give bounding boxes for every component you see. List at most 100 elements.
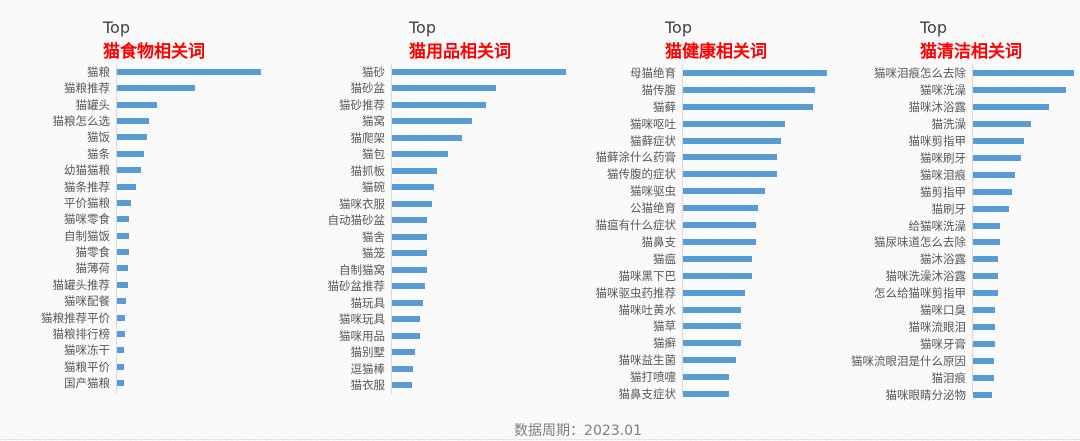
chart-1: Top 猫食物相关词 猫粮 猫粮推荐 猫罐头 猫粮怎么选 猫饭 猫条 幼猫猫粮 猫条推荐 平价猫粮猫… [41,18,261,394]
category-label: 猫咪眼睛分泌物 [885,388,967,402]
chart-title: Top 猫食物相关词 [103,18,205,62]
category-label: 猫传腹的症状 [607,167,676,182]
bar [683,306,741,313]
bar [683,171,777,178]
bar [683,238,757,245]
bar [973,290,999,297]
category-label: 猫舍 [362,229,385,244]
category-label: 猫洗澡 [931,116,967,131]
category-label: 猫碗 [362,180,385,195]
bar [117,330,126,337]
category-label: 猫罐头 [75,97,111,112]
bar [973,154,1022,161]
category-label: 猫咪黑下巴 [618,268,677,283]
category-label: 怎么给猫咪剪指甲 [874,286,966,301]
category-label: 猫藓症状 [630,133,676,148]
category-label: 自制猫窝 [339,262,385,277]
category-label: 猫咪用品 [339,328,385,343]
bar [683,205,758,212]
category-label: 猫衣服 [350,378,386,392]
category-label: 猫鼻支 [641,234,677,249]
category-label: 猫砂盆 [350,81,386,96]
chart-title: Top 猫清洁相关词 [920,18,1022,62]
bar [683,357,737,364]
chart-title: Top 猫健康相关词 [665,18,767,62]
bar [392,101,486,108]
bar [392,266,427,273]
category-label: 猫咪流眼泪是什么原因 [851,354,966,369]
category-label: 猫咪驱虫 [630,184,676,199]
bar [392,299,424,306]
chart-title-main: 猫清洁相关词 [920,42,1022,62]
category-label: 猫刷牙 [931,201,967,216]
bar [117,347,125,354]
bar [683,154,777,161]
bar [683,188,766,195]
bar [392,134,462,141]
category-label: 猫笼 [362,246,385,261]
bar [392,233,427,240]
category-label: 猫别墅 [350,345,386,360]
bar [117,150,145,157]
category-label: 猫鼻支症状 [618,387,677,401]
category-label: 猫咪泪痕 [920,167,966,182]
category-label: 猫包 [362,147,385,162]
category-label: 猫癣 [653,336,676,351]
bar [392,382,412,388]
category-label: 猫咪剪指甲 [908,133,967,148]
category-label: 猫咪口臭 [920,303,966,318]
bar [117,314,126,321]
category-label: 猫瘟 [653,251,676,266]
category-label: 自动猫砂盆 [327,213,386,228]
bar [392,118,473,125]
category-label: 猫咪牙膏 [920,337,966,352]
category-label: 猫草 [653,319,676,334]
bar [973,392,993,398]
bar [683,272,753,279]
category-label: 猫咪零食 [64,212,110,227]
category-label: 猫沐浴露 [920,252,966,267]
bar [117,281,128,288]
category-label: 国产猫粮 [64,376,110,390]
chart-title: Top 猫用品相关词 [409,18,511,62]
chart-title-main: 猫健康相关词 [665,42,767,62]
bar [117,199,132,206]
chart-title-prefix: Top [920,18,947,37]
bar [683,289,745,296]
category-label: 猫咪玩具 [339,312,385,327]
category-axis-line [972,64,973,394]
bottom-divider [0,439,1080,440]
bar [117,134,148,141]
chart-4: Top 猫清洁相关词 猫咪泪痕怎么去除 猫咪洗澡 猫咪沐浴露 猫洗澡 猫咪剪指甲 猫咪刷牙 猫咪… [851,18,1074,402]
bar [683,255,753,262]
bar [117,232,130,239]
category-label: 猫罐头推荐 [52,277,111,292]
bar [973,273,999,280]
category-label: 公猫绝育 [630,201,676,216]
bar [117,265,128,272]
category-label: 平价猫粮 [64,195,110,210]
bar [683,120,786,127]
bar [683,222,757,229]
category-label: 猫咪吐黄水 [618,302,677,317]
category-label: 猫瘟有什么症状 [595,218,677,233]
category-label: 逗猫棒 [350,361,386,376]
bar [683,340,741,347]
bar [973,239,1001,246]
bar [392,316,420,323]
category-label: 猫粮推荐平价 [41,310,110,325]
category-label: 猫粮怎么选 [52,114,111,129]
category-label: 猫泪痕 [931,371,967,386]
category-label: 猫藓 [653,99,676,114]
category-label: 猫咪配餐 [64,294,110,309]
bar [973,188,1013,195]
category-label: 猫条 [87,146,110,161]
bar [973,375,995,382]
bar [392,217,427,224]
bar [683,137,781,144]
bar [683,391,730,397]
category-label: 猫薄荷 [75,261,111,276]
category-label: 猫咪洗澡沐浴露 [885,269,967,284]
category-axis-line [391,64,392,394]
bar [392,69,566,75]
